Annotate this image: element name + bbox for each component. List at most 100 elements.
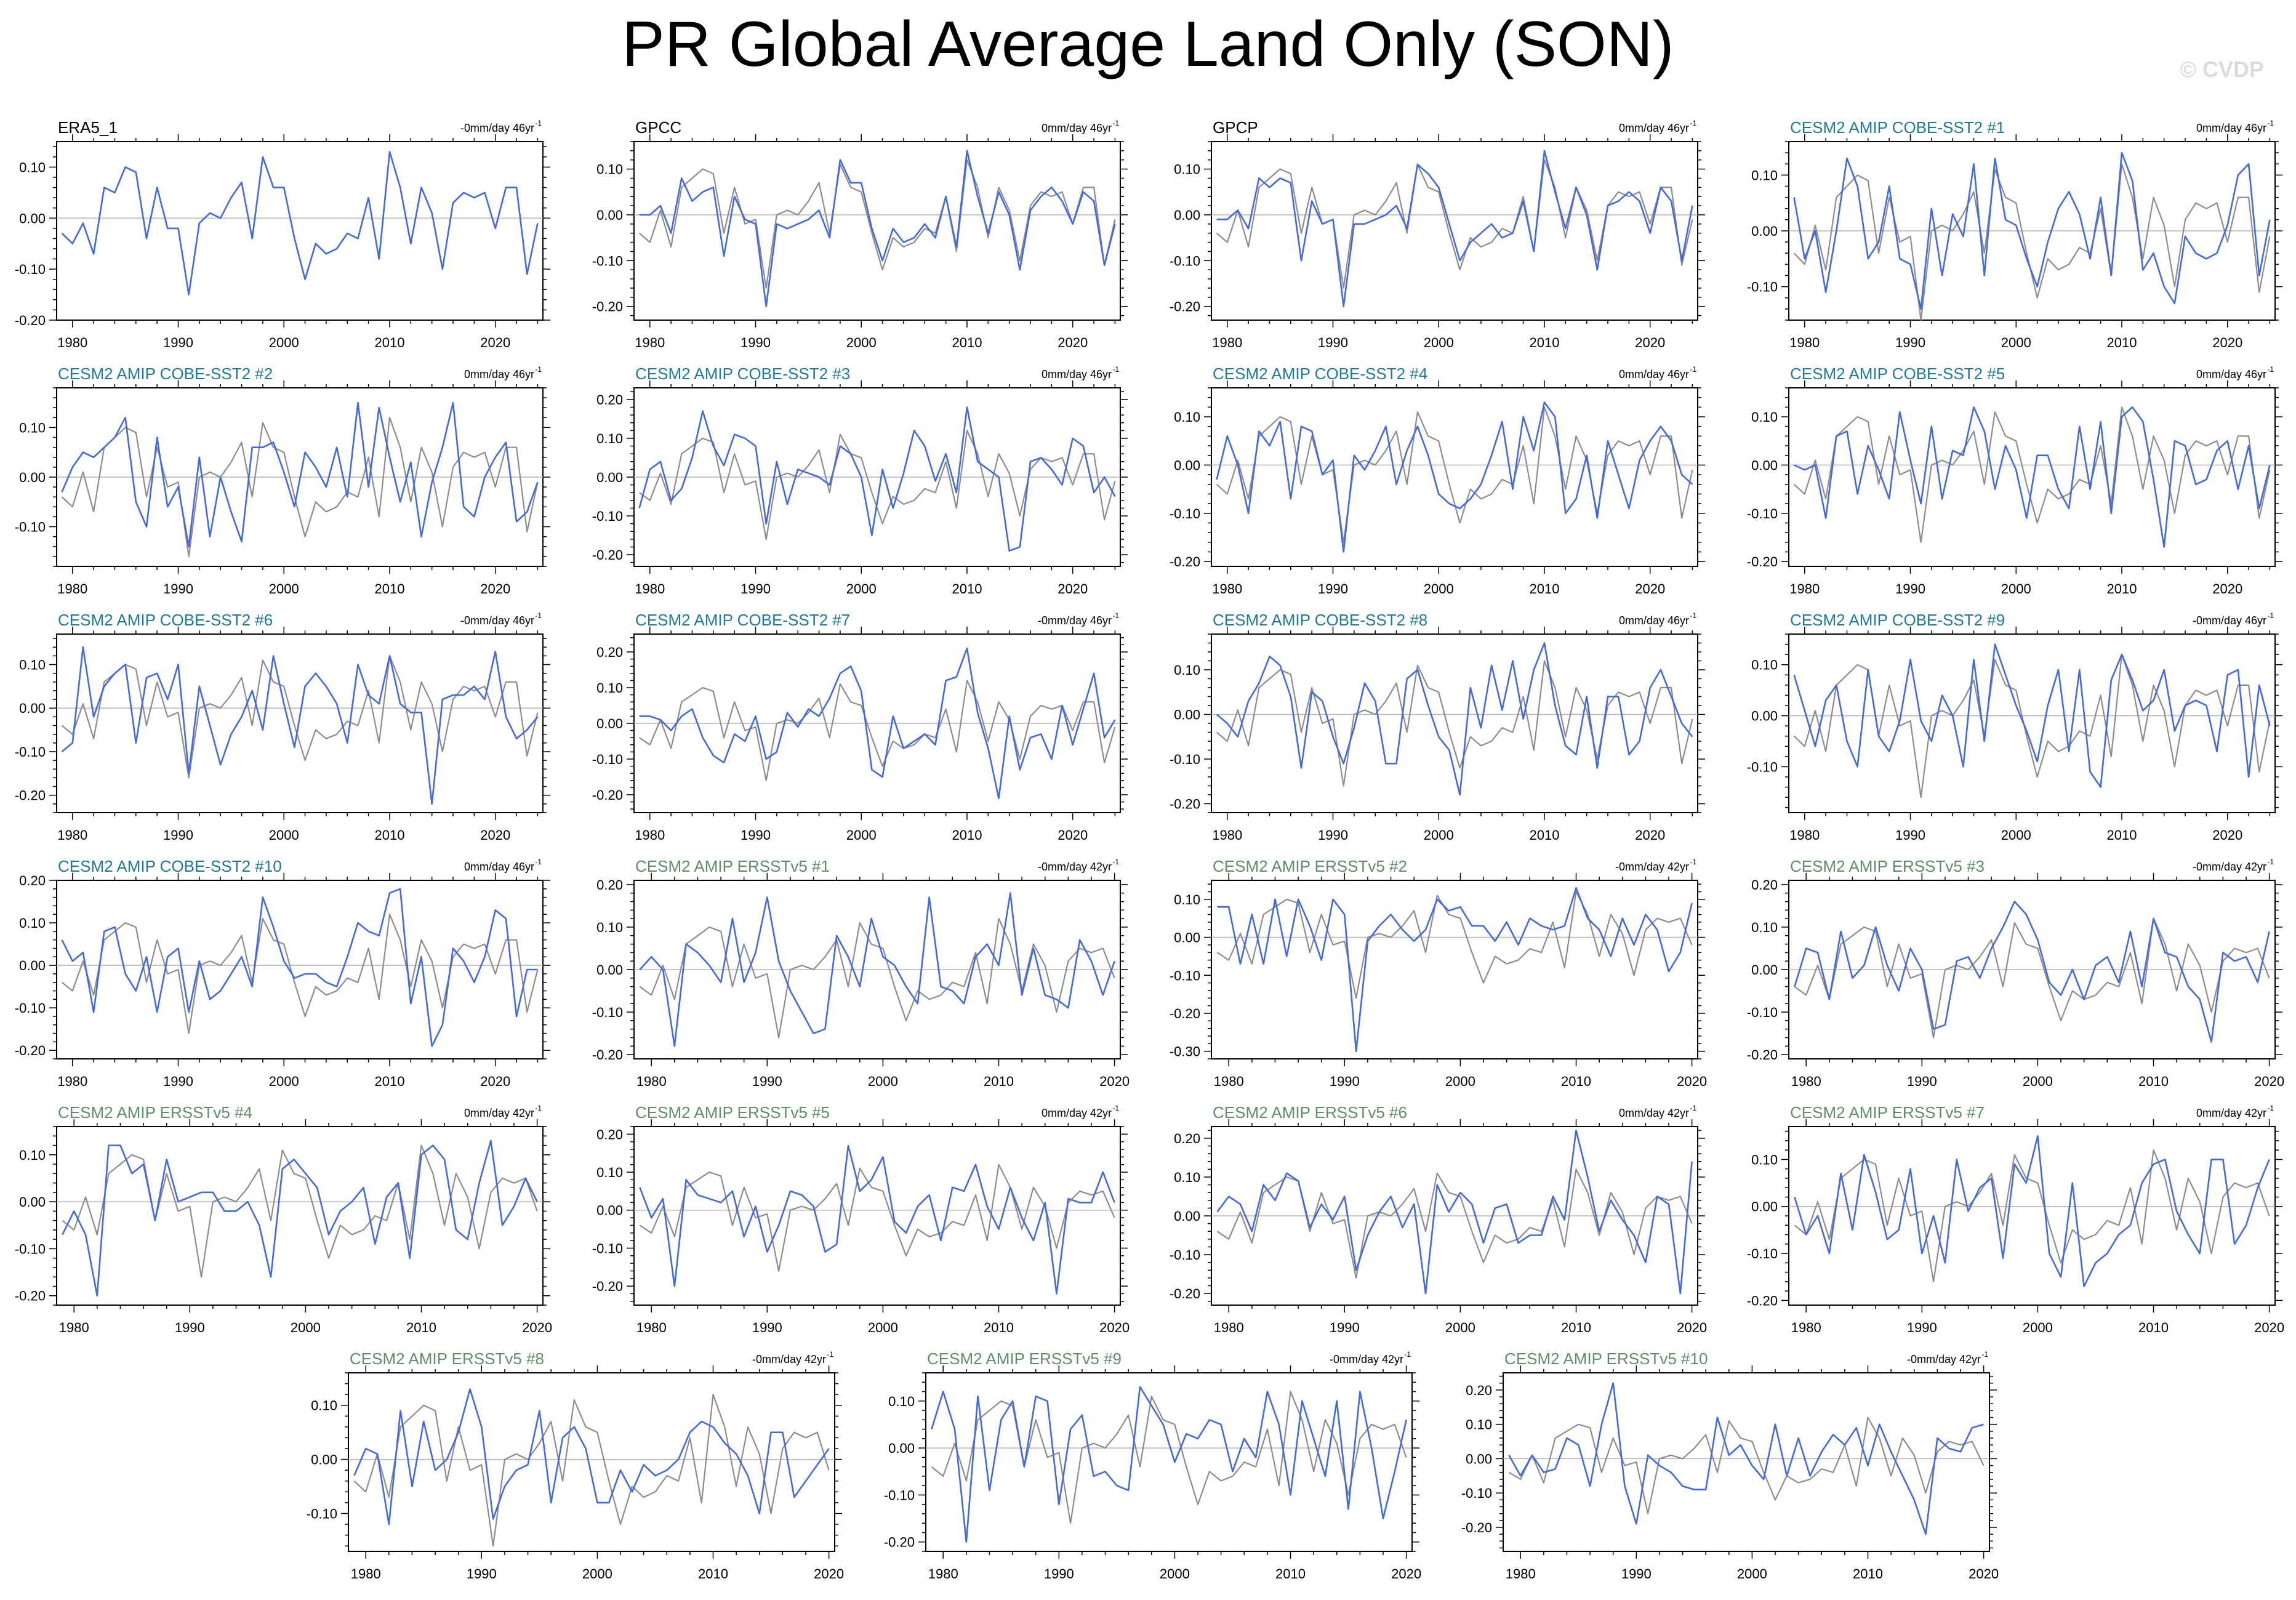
model-series-line — [1793, 643, 2271, 788]
x-tick-label: 1990 — [1895, 581, 1925, 597]
reference-series-line — [62, 1144, 538, 1278]
y-tick-label: 0.10 — [1174, 409, 1200, 425]
x-tick-label: 1980 — [1212, 827, 1242, 843]
model-series-line — [639, 892, 1115, 1047]
trend-exponent: -1 — [1112, 365, 1119, 374]
x-tick-label: 2000 — [582, 1566, 612, 1582]
y-tick-label: 0.00 — [1751, 709, 1778, 724]
trend-exponent: -1 — [827, 1350, 833, 1359]
y-tick-label: 0.10 — [596, 162, 623, 177]
panel-title: CESM2 AMIP ERSSTv5 #4 — [58, 1103, 252, 1122]
y-tick-label: -0.20 — [1461, 1520, 1492, 1535]
trend-label: 0mm/day 46yr — [1619, 614, 1689, 627]
x-tick-label: 1990 — [752, 1074, 782, 1089]
y-tick-label: -0.10 — [592, 1005, 623, 1020]
x-tick-label: 1980 — [635, 827, 665, 843]
x-tick-label: 2010 — [2107, 581, 2137, 597]
model-series-line — [639, 150, 1116, 308]
y-tick-label: 0.00 — [19, 701, 46, 716]
trend-label: 0mm/day 42yr — [464, 1107, 534, 1119]
y-tick-label: -0.10 — [15, 520, 46, 535]
x-tick-label: 1980 — [57, 581, 87, 597]
x-tick-label: 2020 — [1058, 581, 1088, 597]
x-tick-label: 2000 — [2001, 581, 2031, 597]
x-tick-label: 2010 — [698, 1566, 728, 1582]
x-tick-label: 2020 — [1677, 1074, 1707, 1089]
y-tick-label: 0.10 — [311, 1398, 337, 1413]
plot-frame — [1211, 880, 1698, 1059]
trend-exponent: -1 — [2267, 858, 2274, 866]
model-series-line — [1216, 401, 1693, 553]
x-tick-label: 2020 — [1677, 1320, 1707, 1335]
panel-10: CESM2 AMIP COBE-SST2 #7 -0mm/day 46yr -1 -0… — [592, 611, 1128, 843]
model-series-line — [61, 401, 539, 548]
x-tick-label: 2000 — [1424, 827, 1454, 843]
y-tick-label: -0.10 — [15, 262, 46, 277]
panel-9: CESM2 AMIP COBE-SST2 #6 -0mm/day 46yr -1 -0… — [15, 611, 550, 843]
model-series-line — [61, 151, 539, 295]
panel-title: CESM2 AMIP ERSSTv5 #3 — [1790, 857, 1985, 875]
x-tick-label: 1980 — [1212, 335, 1242, 350]
panel-title: CESM2 AMIP COBE-SST2 #10 — [58, 857, 282, 875]
x-tick-label: 1980 — [635, 581, 665, 597]
panel-20: CESM2 AMIP ERSSTv5 #7 0mm/day 42yr -1 -0.20… — [1747, 1103, 2284, 1335]
reference-series-line — [1216, 406, 1693, 543]
x-tick-label: 1990 — [741, 827, 771, 843]
y-tick-label: 0.20 — [596, 645, 623, 660]
model-series-line — [61, 646, 539, 805]
y-tick-label: 0.10 — [1466, 1417, 1492, 1433]
x-tick-label: 2010 — [406, 1320, 436, 1335]
y-tick-label: -0.20 — [1170, 797, 1200, 812]
y-tick-label: 0.00 — [888, 1441, 915, 1456]
y-tick-label: -0.10 — [1747, 506, 1778, 521]
x-tick-label: 2010 — [1275, 1566, 1306, 1582]
x-tick-label: 2010 — [1561, 1074, 1591, 1089]
y-tick-label: -0.10 — [1461, 1485, 1492, 1501]
trend-exponent: -1 — [1690, 365, 1696, 374]
y-tick-label: 0.00 — [1751, 1199, 1778, 1215]
trend-label: 0mm/day 46yr — [1619, 368, 1689, 380]
reference-series-line — [639, 1164, 1115, 1272]
panel-title: CESM2 AMIP ERSSTv5 #7 — [1790, 1103, 1985, 1122]
y-tick-label: -0.10 — [307, 1506, 337, 1521]
panel-title: CESM2 AMIP COBE-SST2 #5 — [1790, 364, 2005, 383]
x-tick-label: 1980 — [636, 1320, 667, 1335]
trend-label: 0mm/day 46yr — [1042, 368, 1112, 380]
reference-series-line — [1793, 163, 2271, 321]
y-tick-label: 0.20 — [1466, 1383, 1492, 1398]
x-tick-label: 2000 — [1424, 581, 1454, 597]
y-tick-label: 0.00 — [596, 207, 623, 223]
trend-label: 0mm/day 42yr — [1042, 1107, 1112, 1119]
trend-exponent: -1 — [2267, 1104, 2274, 1112]
x-tick-label: 1980 — [636, 1074, 667, 1089]
reference-series-line — [1216, 159, 1693, 289]
reference-series-line — [61, 914, 539, 1034]
y-tick-label: -0.20 — [15, 788, 46, 803]
y-tick-label: 0.00 — [1751, 223, 1778, 239]
x-tick-label: 1980 — [57, 1074, 87, 1089]
x-tick-label: 2020 — [2254, 1320, 2284, 1335]
x-tick-label: 1990 — [1621, 1566, 1652, 1582]
x-tick-label: 2020 — [480, 1074, 510, 1089]
x-tick-label: 2020 — [2254, 1074, 2284, 1089]
panel-title: CESM2 AMIP COBE-SST2 #3 — [635, 364, 850, 383]
y-tick-label: 0.10 — [1174, 892, 1200, 907]
plot-frame — [1788, 1126, 2276, 1306]
model-series-line — [639, 1144, 1115, 1295]
trend-label: -0mm/day 42yr — [1330, 1353, 1403, 1365]
y-tick-label: 0.10 — [1751, 167, 1778, 183]
x-tick-label: 1980 — [57, 827, 87, 843]
x-tick-label: 2000 — [846, 827, 877, 843]
trend-exponent: -1 — [1690, 119, 1696, 127]
model-series-line — [1216, 642, 1693, 796]
reference-series-line — [638, 680, 1116, 781]
x-tick-label: 2010 — [1530, 581, 1560, 597]
model-series-line — [1794, 406, 2271, 548]
trend-exponent: -1 — [1112, 119, 1119, 127]
panel-title: ERA5_1 — [58, 118, 118, 137]
x-tick-label: 1990 — [1330, 1320, 1360, 1335]
model-series-line — [931, 1386, 1407, 1543]
reference-series-line — [1793, 653, 2271, 798]
trend-label: -0mm/day 46yr — [460, 122, 534, 134]
x-tick-label: 2020 — [1099, 1074, 1130, 1089]
